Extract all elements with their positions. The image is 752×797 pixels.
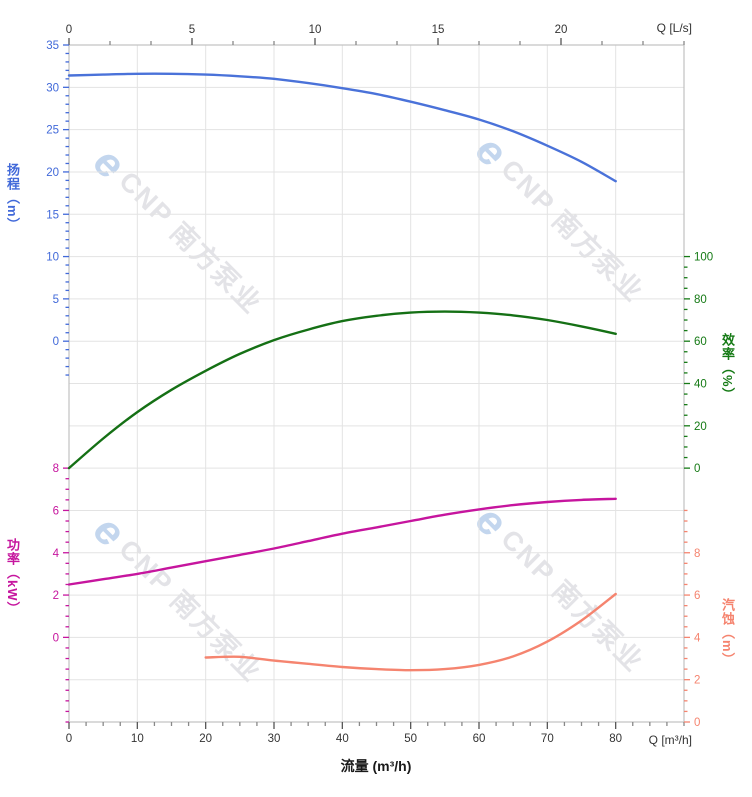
top-axis-tick-label: 0 [66, 24, 72, 36]
top-axis-tick-label: 10 [309, 24, 322, 36]
power-axis-tick-label: 2 [53, 590, 59, 602]
power-axis-tick-label: 0 [53, 632, 59, 644]
bottom-axis-tick-label: 60 [473, 733, 486, 745]
efficiency-axis-title: 效率（%） [720, 333, 735, 402]
npsh-axis-tick-label: 0 [694, 717, 700, 729]
power-axis-tick-label: 8 [53, 463, 59, 475]
bottom-axis-tick-label: 30 [268, 733, 281, 745]
bottom-axis-tick-label: 10 [131, 733, 144, 745]
npsh-axis-tick-label: 2 [694, 675, 700, 687]
efficiency-axis-tick-label: 60 [694, 336, 707, 348]
top-axis-unit-label: Q [L/s] [656, 21, 692, 35]
head-axis-tick-label: 10 [46, 252, 59, 264]
npsh-axis-tick-label: 4 [694, 632, 701, 644]
top-axis-tick-label: 20 [555, 24, 568, 36]
top-axis-tick-label: 15 [432, 24, 445, 36]
power-axis-title: 功率（kW） [5, 538, 20, 616]
head-axis-tick-label: 15 [46, 209, 59, 221]
bottom-axis-tick-label: 70 [541, 733, 554, 745]
head-axis-tick-label: 30 [46, 82, 59, 94]
npsh-axis-tick-label: 8 [694, 548, 700, 560]
bottom-axis-unit-label: Q [m³/h] [648, 733, 692, 747]
head-axis-title: 扬程（m） [5, 163, 20, 232]
efficiency-axis-tick-label: 80 [694, 294, 707, 306]
head-axis-tick-label: 5 [53, 294, 59, 306]
flow-axis-title: 流量 (m³/h) [340, 758, 412, 774]
curve-head [67, 72, 617, 183]
efficiency-axis-tick-label: 40 [694, 379, 707, 391]
head-axis-tick-label: 35 [46, 40, 59, 52]
bottom-axis-tick-label: 0 [66, 733, 72, 745]
power-axis-tick-label: 6 [53, 505, 59, 517]
efficiency-axis-tick-label: 0 [694, 463, 700, 475]
efficiency-axis-tick-label: 20 [694, 421, 707, 433]
curve-power [67, 497, 617, 586]
bottom-axis-tick-label: 80 [609, 733, 622, 745]
npsh-axis-title: 汽蚀（m） [720, 598, 735, 667]
power-axis-tick-label: 4 [53, 548, 60, 560]
bottom-axis-tick-label: 40 [336, 733, 349, 745]
npsh-axis-tick-label: 6 [694, 590, 700, 602]
head-axis-tick-label: 25 [46, 125, 59, 137]
top-axis-tick-label: 5 [189, 24, 195, 36]
efficiency-axis-tick-label: 100 [694, 252, 713, 264]
bottom-axis-tick-label: 20 [199, 733, 212, 745]
head-axis-tick-label: 0 [53, 336, 59, 348]
bottom-axis-tick-label: 50 [404, 733, 417, 745]
head-axis-tick-label: 20 [46, 167, 59, 179]
curve-npsh [204, 592, 617, 672]
curve-efficiency [67, 310, 617, 470]
